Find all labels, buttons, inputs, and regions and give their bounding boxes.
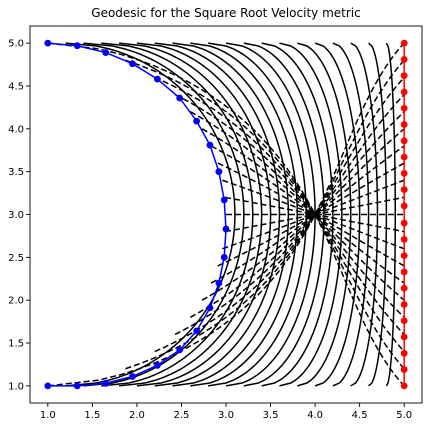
y-tick-label: 2.5 (8, 253, 24, 264)
start-curve-marker (102, 379, 110, 387)
end-curve-marker (400, 186, 408, 194)
axes-layer: 1.0 1.5 2.0 2.5 3.0 3.5 4.0 4.5 5.0 1.0 1.5 2.0 2.5 3… (8, 25, 423, 421)
end-curve-marker (400, 317, 408, 325)
intermediate-curve (350, 42, 379, 387)
intermediate-curve (119, 42, 263, 387)
y-tick-label: 1.5 (8, 339, 24, 350)
connecting-path (222, 179, 405, 250)
connecting-path (174, 94, 405, 336)
connecting-path (154, 76, 405, 353)
end-curve-marker (400, 104, 408, 112)
intermediate-curve (154, 42, 281, 387)
x-tick-label: 1.5 (84, 410, 100, 421)
end-curve-marker (400, 153, 408, 161)
x-tick-label: 1.0 (40, 410, 56, 421)
intermediate-curve (368, 42, 388, 387)
y-tick-label: 5.0 (8, 39, 24, 50)
x-tick-label: 4.0 (307, 410, 323, 421)
intermediate-curve (332, 42, 370, 387)
end-curve-marker (400, 72, 408, 80)
end-curve-marker (400, 39, 408, 47)
end-curve-marker (400, 268, 408, 276)
start-curve-marker (154, 75, 161, 83)
start-curve-marker (193, 117, 201, 125)
intermediate-curve (279, 42, 343, 387)
end-curve-marker (400, 56, 408, 63)
y-tick-label: 2.0 (8, 296, 24, 307)
end-curve-marker (400, 301, 408, 308)
start-curve-marker (220, 196, 228, 204)
start-curve-marker (222, 225, 230, 233)
connecting-path (154, 76, 405, 353)
start-curve-marker (44, 39, 52, 47)
start-curve-marker (220, 253, 228, 261)
start-curve-marker (193, 327, 201, 335)
intermediate-curve (172, 42, 290, 387)
intermediate-curve (297, 42, 352, 387)
end-curve-marker (400, 382, 408, 390)
connecting-path (47, 42, 405, 387)
intermediate-curve (65, 42, 236, 387)
y-tick-label: 1.0 (8, 381, 24, 392)
intermediate-curve (190, 42, 299, 387)
connecting-path (210, 145, 405, 284)
connecting-path (222, 179, 405, 250)
intermediate-curve (261, 42, 334, 387)
intermediate-curve (385, 42, 397, 387)
start-curve-marker (215, 168, 223, 176)
intermediate-curve (243, 42, 325, 387)
x-tick-label: 3.5 (263, 410, 279, 421)
start-curve-marker (154, 361, 161, 369)
end-curve-marker (400, 284, 408, 292)
end-curve-marker (400, 333, 408, 341)
start-curve-marker (215, 279, 223, 287)
x-tick-label: 2.0 (129, 410, 145, 421)
start-curve-marker (129, 60, 136, 68)
x-tick-label: 2.5 (174, 410, 190, 421)
end-curve-marker (400, 202, 408, 210)
connecting-path (210, 145, 405, 284)
y-tick-label: 3.0 (8, 210, 24, 221)
end-curve-marker (400, 137, 408, 145)
intermediate-curve (101, 42, 254, 387)
x-tick-label: 3.0 (218, 410, 234, 421)
end-curve-marker (400, 235, 408, 243)
start-curve-marker (206, 141, 214, 149)
start-curve-marker (129, 373, 136, 380)
start-curve-marker (44, 382, 52, 390)
start-curve-marker (176, 94, 184, 102)
start-curve-marker (102, 49, 110, 56)
y-tick-label: 4.0 (8, 124, 24, 135)
end-curve-marker (400, 252, 408, 260)
connecting-path (125, 59, 405, 370)
curves-layer (44, 39, 408, 390)
intermediate-curve (314, 42, 361, 387)
end-curve-marker (400, 349, 408, 357)
y-tick-label: 3.5 (8, 167, 24, 178)
end-curve-marker (400, 366, 408, 373)
chart-title: Geodesic for the Square Root Velocity me… (91, 6, 360, 20)
end-curve-marker (400, 121, 408, 128)
start-curve-marker (73, 382, 81, 390)
start-curve-marker (176, 346, 184, 354)
start-curve-marker (73, 42, 81, 50)
start-curve-marker (206, 304, 214, 312)
y-tick-label: 4.5 (8, 81, 24, 92)
x-tick-label: 5.0 (396, 410, 412, 421)
connecting-path (125, 59, 405, 370)
x-tick-label: 4.5 (352, 410, 368, 421)
intermediate-curve (136, 42, 272, 387)
end-curve-marker (400, 219, 408, 227)
intermediate-curve (208, 42, 307, 387)
connecting-path (174, 93, 405, 335)
intermediate-curve (83, 42, 245, 387)
end-curve-marker (400, 169, 408, 177)
end-curve-marker (400, 88, 408, 96)
